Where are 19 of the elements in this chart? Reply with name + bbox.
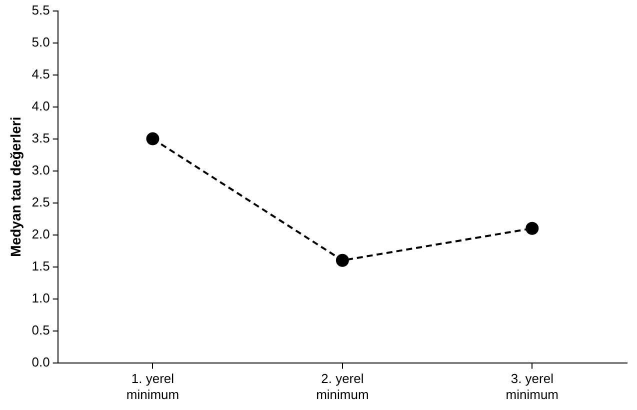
y-tick-label: 3.5 — [32, 130, 50, 146]
y-tick-label: 5.0 — [32, 34, 50, 50]
x-tick-label: 1. yerel minimum — [126, 371, 180, 402]
y-tick-label: 0.5 — [32, 322, 50, 338]
point — [526, 222, 539, 235]
x-tick-label: 3. yerel minimum — [506, 371, 559, 402]
x-tick-label: 2. yerel minimum — [316, 371, 369, 402]
point — [146, 132, 160, 146]
y-tick-label: 3.0 — [32, 162, 50, 178]
point — [336, 254, 349, 267]
y-tick-label: 0.0 — [32, 354, 50, 370]
y-tick-label: 1.0 — [32, 290, 50, 306]
y-tick-label: 4.5 — [32, 66, 50, 82]
y-tick-label: 2.5 — [32, 194, 50, 210]
y-axis-title: Medyan tau değerleri — [7, 116, 24, 257]
y-tick-label: 4.0 — [32, 98, 50, 114]
y-tick-label: 1.5 — [32, 258, 50, 274]
y-tick-label: 2.0 — [32, 226, 50, 242]
y-tick-label: 5.5 — [32, 2, 50, 18]
